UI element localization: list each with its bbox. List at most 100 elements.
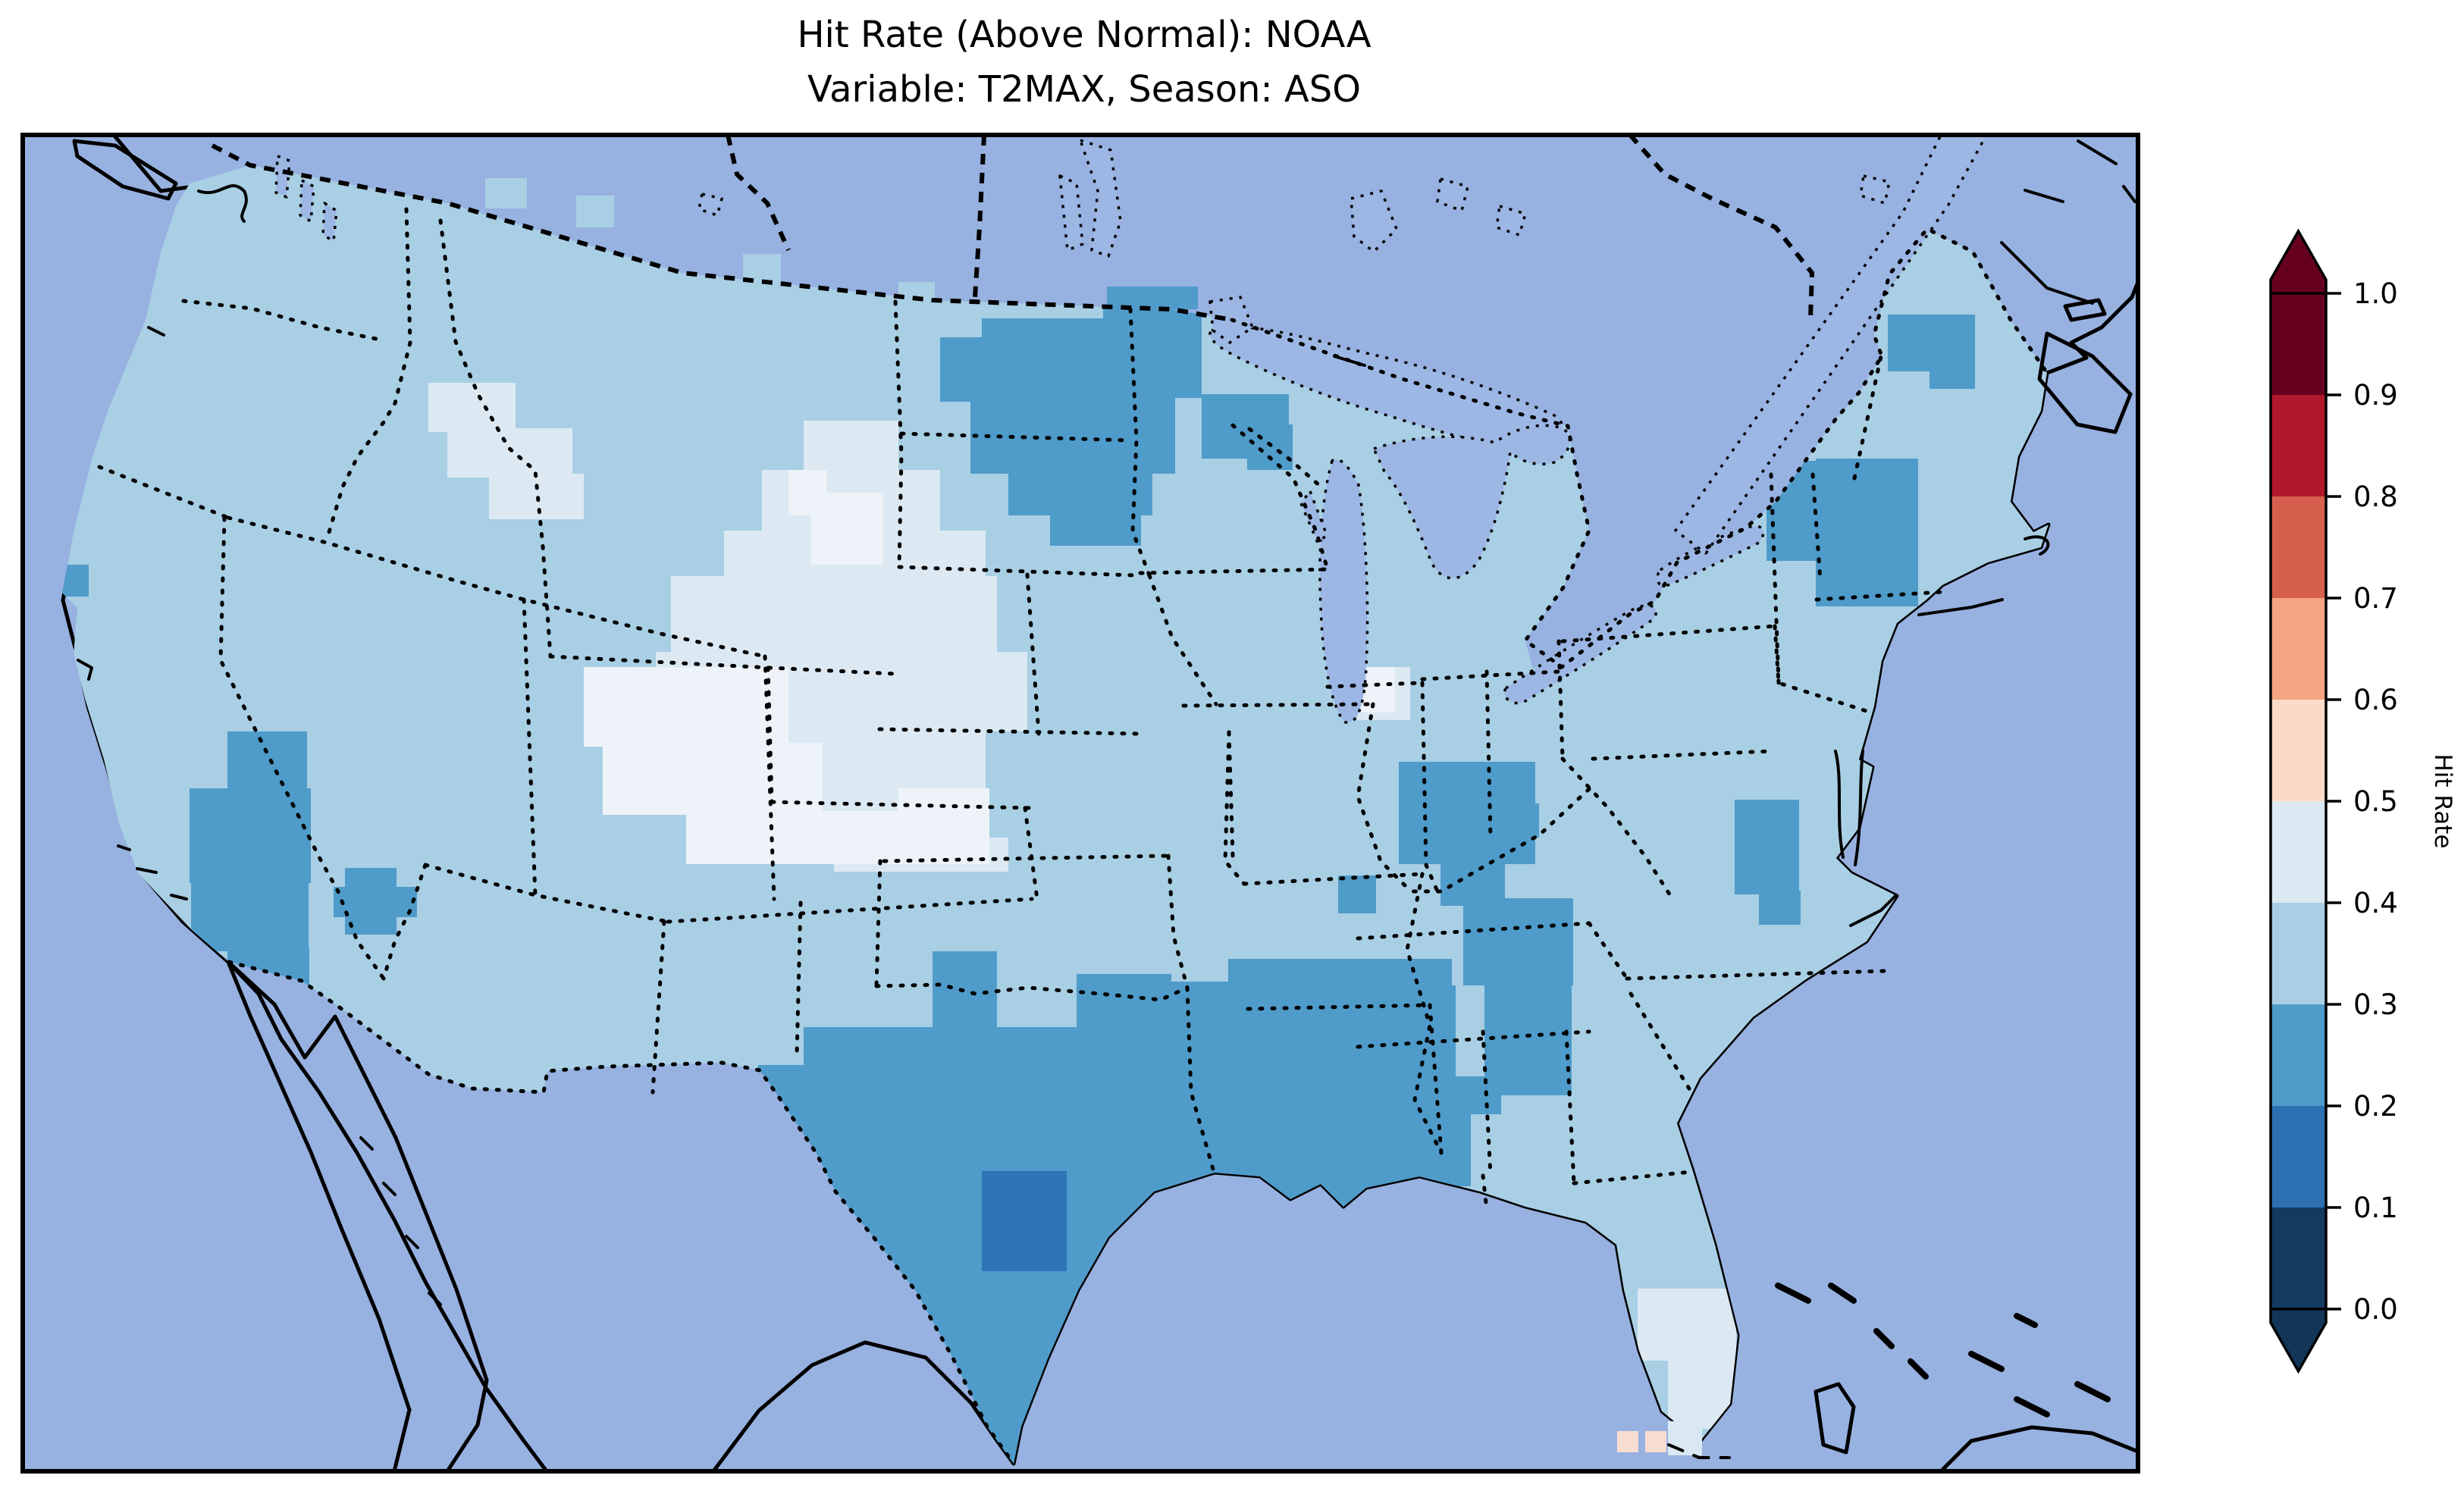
lake-manitoba <box>1058 174 1084 252</box>
lac-st-jean <box>1859 174 1891 205</box>
bahama-island-5 <box>1968 1351 2005 1372</box>
grid-cell-northern-rockies-idaho-montana <box>531 485 576 519</box>
grid-cell-upper-michigan <box>1247 424 1293 470</box>
andros-island <box>1814 1382 1856 1455</box>
colorbar-tick-label-0.4: 0.4 <box>2353 887 2398 919</box>
colorbar-tick-label-1.0: 1.0 <box>2353 277 2398 310</box>
grid-cell-border-spill-dark <box>1107 287 1198 309</box>
colorbar-tick-label-0.7: 0.7 <box>2353 582 2398 615</box>
grid-cell-texas-gulf-south <box>758 1065 1236 1182</box>
grid-cell-minnesota-eastern-dakotas <box>970 398 1175 474</box>
florida-keys-arc <box>1667 1443 1731 1459</box>
bc-lake-2 <box>299 179 315 223</box>
pamlico-sound <box>1849 894 1898 927</box>
colorbar-segment-0.5-0.6 <box>2271 700 2326 801</box>
colorbar: 1.0 0.9 0.8 0.7 0.6 0.5 0.4 0.3 0.2 0.1 0.0 <box>2269 228 2398 1374</box>
map-frame <box>20 133 2140 1474</box>
bahama-island-6 <box>2014 1396 2050 1417</box>
bahama-island-7 <box>2074 1381 2111 1402</box>
figure-title-line1: Hit Rate (Above Normal): NOAA <box>797 14 1371 56</box>
newfoundland-coast <box>2024 139 2136 203</box>
grid-cell-new-england <box>1930 355 1975 389</box>
gulf-california-island-1 <box>359 1136 374 1151</box>
hit-rate-cells-unclipped <box>379 178 1702 1455</box>
columbia-mouth <box>147 326 165 337</box>
canada-provinces-border-2 <box>973 135 986 298</box>
colorbar-tick-label-0.8: 0.8 <box>2353 481 2398 513</box>
grid-cell-southern-nevada <box>191 879 309 951</box>
colorbar-segment-0.0-0.1 <box>2271 1207 2326 1309</box>
grid-cell-minnesota-eastern-dakotas <box>1008 470 1152 515</box>
channel-island-1 <box>136 867 158 874</box>
grid-cell-southern-nevada <box>227 731 307 792</box>
colorbar-tick-label-0.9: 0.9 <box>2353 379 2398 412</box>
grid-cell-south-florida-pale <box>1638 1289 1717 1361</box>
grid-cell-minnesota-eastern-dakotas <box>940 337 1016 402</box>
long-island <box>1917 598 2004 616</box>
bc-lake-1 <box>274 155 291 199</box>
colorbar-segment-0.7-0.8 <box>2271 496 2326 598</box>
lakes-layer <box>274 135 1988 724</box>
bahama-island-8 <box>2014 1313 2038 1328</box>
grid-cell-georgia-carolinas <box>1463 898 1573 985</box>
gulf-california-island-2 <box>382 1182 397 1196</box>
puget-sound-detail <box>197 184 248 223</box>
lake-winnipeg <box>1079 139 1122 258</box>
bc-lake-3 <box>321 202 338 243</box>
grid-cell-kentucky-ohio-valley <box>1505 803 1539 838</box>
grid-cell-northern-rockies-idaho-montana <box>447 428 572 478</box>
us-canada-border-lakes <box>1230 227 2049 669</box>
colorbar-segment-0.3-0.4 <box>2271 903 2326 1004</box>
colorbar-segment-0.8-0.9 <box>2271 395 2326 496</box>
channel-island-3 <box>117 844 131 851</box>
state-borders <box>97 207 1944 1212</box>
lake-nipigon <box>1350 189 1398 253</box>
grid-cell-minnesota-eastern-dakotas <box>1050 512 1141 546</box>
coastal-detail <box>77 184 2111 1459</box>
colorbar-arrow-under <box>2269 1309 2328 1374</box>
gulf-st-lawrence-coast <box>2000 241 2094 305</box>
chesapeake-bay-detail <box>1834 750 1845 859</box>
gulf-california-island-4 <box>428 1292 442 1306</box>
grid-cell-border-spill-cells <box>485 178 527 208</box>
grid-cell-mississippi-alabama <box>1350 1122 1463 1182</box>
colorbar-tick-label-0.3: 0.3 <box>2353 988 2398 1021</box>
grid-cell-chesapeake-delmarva <box>1759 891 1801 925</box>
colorbar-axis-label: Hit Rate <box>2429 753 2456 848</box>
grid-cell-georgia-carolinas <box>1440 1076 1501 1114</box>
grid-cell-kentucky-ohio-valley <box>1338 875 1376 913</box>
figure-title-line2: Variable: T2MAX, Season: ASO <box>807 68 1361 111</box>
cuba-north-coast <box>1939 1425 2138 1471</box>
grid-cell-new-england <box>1869 523 1914 565</box>
canada-provinces-border-3 <box>1628 135 1814 319</box>
grid-cell-plains-core-palest <box>584 667 788 747</box>
grid-cell-south-texas-core <box>982 1171 1067 1271</box>
nova-scotia <box>2037 331 2133 434</box>
colorbar-tick-label-0.0: 0.0 <box>2353 1293 2398 1326</box>
bahama-island-4 <box>1908 1358 1929 1380</box>
st-lawrence-river <box>1674 135 1988 555</box>
lake-ontario <box>1656 525 1765 587</box>
grid-cell-minnesota-eastern-dakotas <box>982 318 1202 398</box>
grid-cell-central-plains-pale <box>804 421 898 474</box>
prairie-lake <box>698 193 723 217</box>
colorbar-segment-0.2-0.3 <box>2271 1004 2326 1106</box>
grid-cell-plains-core-palest <box>788 470 826 515</box>
baja-california <box>226 960 489 1471</box>
us-canada-border <box>211 143 1233 322</box>
canadian-lake-2 <box>1495 205 1527 236</box>
channel-island-2 <box>170 894 188 900</box>
green-bay <box>1299 490 1328 544</box>
lake-michigan <box>1318 458 1369 724</box>
grid-cell-florida-keys-cells <box>1645 1431 1666 1452</box>
bahama-island-3 <box>1873 1328 1895 1349</box>
grid-cell-central-plains-pale <box>671 576 997 656</box>
grid-cell-border-spill-cells <box>576 196 614 227</box>
colorbar-tick-label-0.1: 0.1 <box>2353 1192 2398 1224</box>
grid-cell-plains-core-palest <box>603 743 823 815</box>
colorbar-tick-label-0.6: 0.6 <box>2353 684 2398 716</box>
grid-cell-chesapeake-delmarva <box>1735 800 1799 894</box>
grid-cell-north-california-coast-cell <box>62 565 89 597</box>
